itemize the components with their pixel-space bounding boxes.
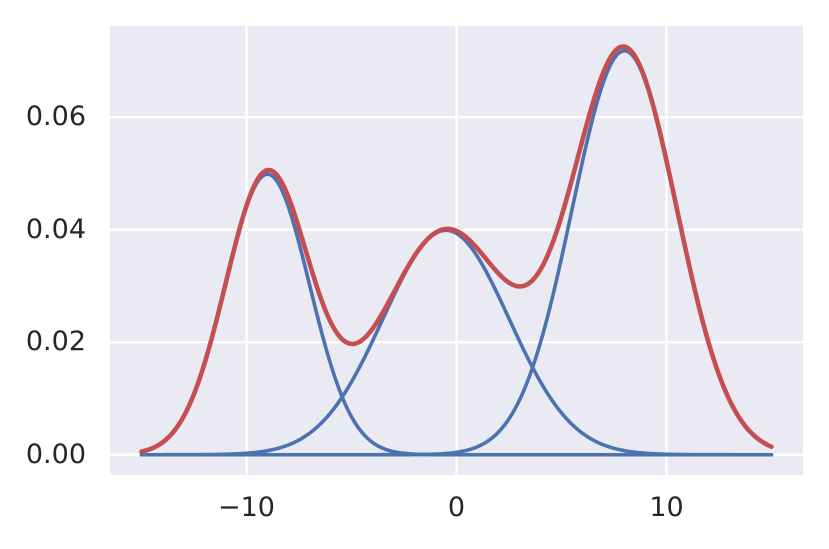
mixture-sum-curve <box>139 44 774 454</box>
x-tick-label: 10 <box>649 492 684 523</box>
y-tick-label: 0.00 <box>25 438 86 470</box>
plot-area <box>110 26 803 475</box>
chart-canvas <box>110 26 803 475</box>
y-tick-label: 0.04 <box>25 213 86 245</box>
x-tick-label: −10 <box>218 492 275 523</box>
y-tick-label: 0.02 <box>25 326 86 358</box>
y-tick-label: 0.06 <box>25 101 86 133</box>
x-tick-label: 0 <box>447 492 466 523</box>
